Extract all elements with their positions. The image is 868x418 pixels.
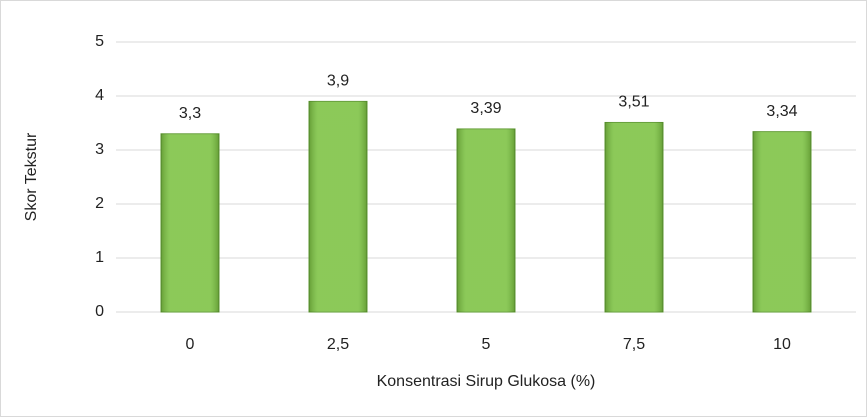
x-tick-label: 2,5 [327,336,349,353]
bar-shade [753,131,811,312]
data-label: 3,9 [327,73,349,90]
y-axis-title: Skor Tekstur [23,132,40,221]
y-tick-label: 0 [95,303,104,320]
y-tick-label: 2 [95,195,104,212]
y-tick-label: 5 [95,33,104,50]
bar-shade [457,128,515,312]
x-tick-label: 5 [482,336,491,353]
bar-shade [161,133,219,312]
data-label: 3,3 [179,105,201,122]
data-label: 3,34 [766,103,797,120]
x-tick-label: 0 [186,336,195,353]
y-tick-label: 3 [95,141,104,158]
y-tick-label: 1 [95,249,104,266]
x-axis-title: Konsentrasi Sirup Glukosa (%) [377,373,596,390]
data-label: 3,51 [618,94,649,111]
data-label: 3,39 [470,100,501,117]
bar-shade [309,101,367,313]
y-tick-label: 4 [95,87,104,104]
bar-shade [605,122,663,313]
x-tick-label: 10 [773,336,791,353]
x-tick-label: 7,5 [623,336,645,353]
